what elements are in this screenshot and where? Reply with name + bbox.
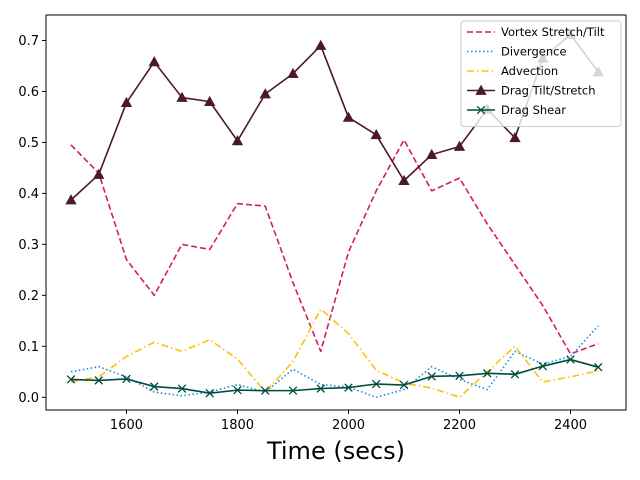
legend-item: Divergence <box>467 45 567 59</box>
data-point <box>370 128 382 140</box>
series-drag-shear <box>66 355 603 398</box>
data-point <box>344 383 353 392</box>
series-line <box>70 325 599 399</box>
y-tick-label: 0.4 <box>18 187 39 202</box>
legend-label: Divergence <box>501 45 567 59</box>
y-tick-label: 0.3 <box>18 238 39 253</box>
legend-box <box>460 20 622 127</box>
data-point <box>316 384 325 393</box>
data-point <box>176 91 188 102</box>
x-tick-label: 1800 <box>221 418 254 433</box>
series-line <box>70 358 599 394</box>
x-tick-label: 1600 <box>110 418 143 433</box>
legend-marker <box>476 105 486 115</box>
x-tick-label: 2000 <box>332 418 365 433</box>
data-point <box>260 386 270 395</box>
data-point <box>288 386 298 395</box>
data-point <box>342 111 355 122</box>
legend-item: Drag Tilt/Stretch <box>467 84 596 98</box>
y-tick-label: 0.2 <box>18 289 39 304</box>
series-line <box>70 139 599 355</box>
legend: Vortex Stretch/Tilt Divergence Advection Dr… <box>460 20 622 127</box>
y-tick-label: 0.5 <box>18 136 39 151</box>
legend-item: Advection <box>467 64 558 78</box>
data-point <box>427 372 437 381</box>
data-point <box>371 379 381 389</box>
data-point <box>204 95 216 106</box>
data-point <box>399 380 409 390</box>
y-tick-label: 0.6 <box>18 85 39 100</box>
series-vortex-stretch-tilt <box>70 139 599 355</box>
data-point <box>231 135 244 146</box>
x-axis-title: Time (secs) <box>266 437 405 465</box>
data-point <box>94 376 103 385</box>
legend-item: Drag Shear <box>467 103 566 117</box>
data-point <box>148 56 160 67</box>
series-advection <box>70 308 599 399</box>
data-point <box>93 168 105 179</box>
x-axis: 1600 1800 2000 2200 2400 <box>110 410 587 433</box>
legend-label: Drag Tilt/Stretch <box>501 84 596 98</box>
data-point <box>509 132 521 143</box>
series-drag-tilt-stretch <box>65 28 604 205</box>
y-axis: 0.0 0.1 0.2 0.3 0.4 0.5 0.6 0.7 <box>18 34 46 406</box>
legend-item: Vortex Stretch/Tilt <box>467 25 605 39</box>
data-point <box>287 67 299 78</box>
data-point <box>426 148 438 159</box>
series-line <box>70 308 599 399</box>
data-point <box>149 382 159 391</box>
data-point <box>453 140 466 151</box>
data-point <box>593 362 603 372</box>
data-point <box>122 374 131 384</box>
data-point <box>482 369 492 378</box>
legend-label: Vortex Stretch/Tilt <box>501 25 605 39</box>
data-point <box>315 39 327 50</box>
data-point <box>398 174 410 185</box>
data-point <box>259 88 271 99</box>
data-point <box>205 388 214 398</box>
data-point <box>566 355 575 364</box>
y-tick-label: 0.7 <box>18 34 39 49</box>
y-tick-label: 0.1 <box>18 340 39 355</box>
legend-label: Drag Shear <box>501 103 566 117</box>
series-line <box>70 33 599 201</box>
data-point <box>65 194 77 205</box>
legend-marker <box>475 84 487 95</box>
x-tick-label: 2400 <box>554 418 587 433</box>
data-point <box>120 96 133 108</box>
series-divergence <box>70 325 599 399</box>
data-point <box>538 361 548 371</box>
series-layer <box>65 28 604 399</box>
x-tick-label: 2200 <box>443 418 476 433</box>
legend-label: Advection <box>501 64 558 78</box>
data-point <box>510 370 520 379</box>
data-point <box>455 371 464 381</box>
data-point <box>177 384 187 393</box>
plot-frame <box>45 14 627 411</box>
y-tick-label: 0.0 <box>18 391 39 406</box>
data-point <box>66 375 76 384</box>
data-point <box>233 385 242 395</box>
